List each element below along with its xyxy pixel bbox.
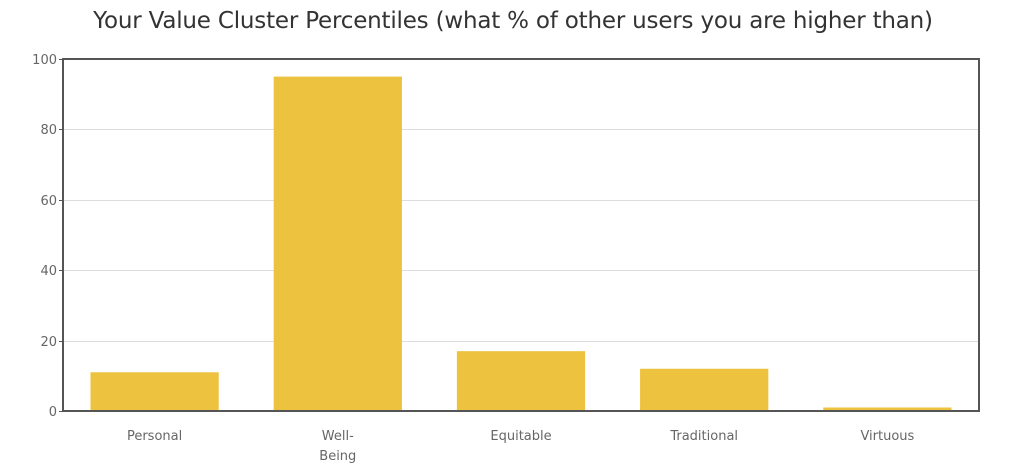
bar-traditional: [640, 368, 769, 411]
bars: [90, 76, 952, 411]
x-tick-label: Virtuous: [860, 429, 914, 444]
x-tick-label: Traditional: [669, 429, 738, 444]
y-tick-label: 60: [40, 194, 57, 209]
y-tick-label: 0: [49, 405, 57, 420]
x-axis-labels: Personal Well-Being Equitable Traditional Vi…: [127, 429, 915, 464]
bar-personal: [90, 372, 219, 411]
bar-equitable: [456, 351, 586, 411]
y-tick-label: 80: [40, 123, 57, 138]
gridlines: [63, 129, 979, 342]
bar-well-being: [273, 76, 402, 411]
x-tick-label: Personal: [127, 429, 182, 444]
y-tick-label: 40: [40, 264, 57, 279]
axes: [59, 58, 980, 412]
x-tick-label: Well-Being: [319, 429, 356, 464]
y-tick-label: 20: [40, 335, 57, 350]
y-tick-label: 100: [32, 53, 57, 68]
y-axis-ticks: 0 20 40 60 80 100: [32, 53, 57, 420]
bar-virtuous: [823, 407, 952, 411]
chart-title: Your Value Cluster Percentiles (what % o…: [93, 8, 933, 34]
x-tick-label: Equitable: [490, 429, 551, 444]
